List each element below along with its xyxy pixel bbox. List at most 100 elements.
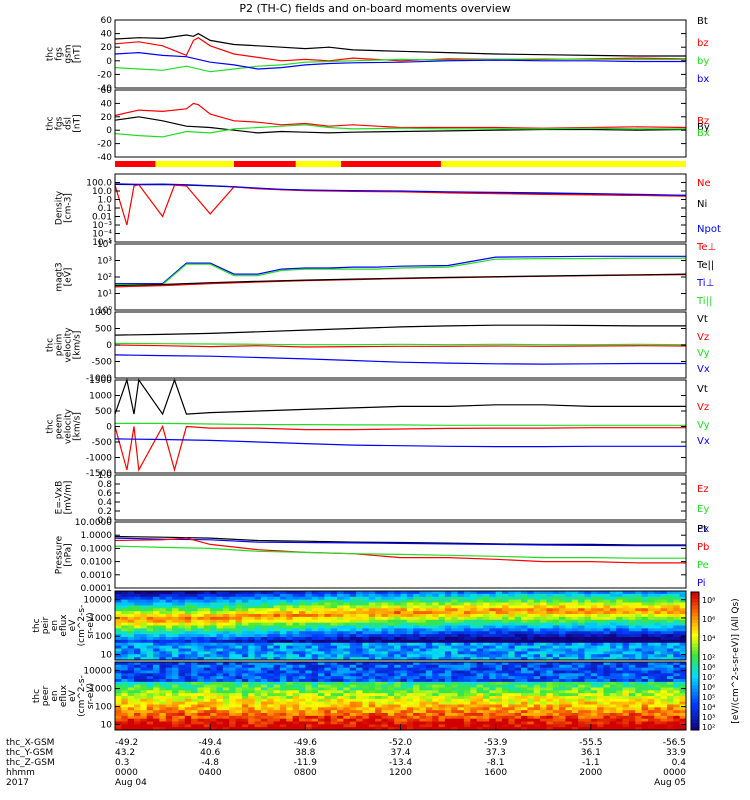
y-tick-label: 10.0: [92, 187, 112, 197]
spectrogram-cell: [489, 690, 497, 694]
spectrogram-cell: [134, 681, 141, 686]
spectrogram-cell: [178, 721, 186, 725]
spectrogram-cell: [603, 605, 611, 609]
spectrogram-cell: [330, 679, 338, 683]
spectrogram-cell: [286, 645, 294, 650]
spectrogram-cell: [267, 616, 275, 621]
spectrogram-cell: [444, 625, 452, 629]
spectrogram-cell: [191, 681, 198, 686]
spectrogram-cell: [115, 687, 122, 691]
spectrogram-cell: [248, 670, 256, 674]
spectrogram-cell: [241, 637, 249, 641]
spectrogram-cell: [470, 591, 478, 595]
spectrogram-cell: [463, 614, 471, 618]
spectrogram-cell: [165, 670, 173, 674]
spectrogram-cell: [502, 596, 509, 601]
spectrogram-cell: [571, 727, 579, 731]
spectrogram-cell: [172, 673, 179, 677]
spectrogram-cell: [463, 718, 471, 722]
spectrogram-cell: [197, 687, 205, 691]
spectrogram-cell: [324, 721, 332, 725]
spectrogram-cell: [660, 642, 668, 647]
spectrogram-cell: [609, 616, 617, 621]
spectrogram-cell: [578, 642, 585, 647]
spectrogram-cell: [508, 724, 516, 728]
spectrogram-cell: [597, 698, 605, 703]
spectrogram-cell: [267, 591, 275, 595]
y-axis-label: thc: [32, 618, 42, 632]
spectrogram-cell: [508, 605, 516, 609]
spectrogram-cell: [254, 670, 262, 674]
spectrogram-cell: [584, 718, 592, 722]
spectrogram-cell: [387, 599, 395, 604]
spectrogram-cell: [521, 704, 528, 708]
spectrogram-cell: [121, 693, 129, 697]
spectrogram-cell: [521, 707, 528, 711]
spectrogram-cell: [115, 654, 122, 658]
spectrogram-cell: [356, 704, 363, 708]
spectrogram-cell: [457, 710, 465, 714]
spectrogram-cell: [457, 713, 465, 717]
spectrogram-cell: [273, 616, 281, 621]
spectrogram-cell: [635, 631, 643, 635]
spectrogram-cell: [425, 602, 433, 606]
spectrogram-cell: [356, 642, 363, 647]
spectrogram-cell: [419, 724, 427, 728]
spectrogram-cell: [514, 698, 522, 703]
spectrogram-cell: [330, 654, 338, 658]
spectrogram-cell: [318, 662, 325, 666]
spectrogram-cell: [502, 634, 509, 638]
spectrogram-cell: [343, 701, 351, 705]
spectrogram-cell: [438, 608, 446, 612]
spectrogram-cell: [451, 664, 459, 669]
spectrogram-cell: [400, 619, 408, 624]
spectrogram-cell: [273, 622, 281, 627]
spectrogram-cell: [673, 710, 681, 714]
spectrogram-cell: [584, 670, 592, 674]
spectrogram-cell: [375, 718, 382, 722]
spectrogram-cell: [502, 625, 509, 629]
spectrogram-cell: [628, 676, 636, 680]
spectrogram-cell: [666, 698, 674, 703]
spectrogram-cell: [552, 654, 560, 658]
spectrogram-cell: [603, 684, 611, 688]
spectrogram-cell: [337, 696, 344, 700]
spectrogram-cell: [121, 622, 129, 627]
spectrogram-cell: [267, 696, 275, 700]
spectrogram-cell: [337, 707, 344, 711]
spectrogram-cell: [444, 599, 452, 604]
spectrogram-cell: [394, 664, 401, 669]
spectrogram-cell: [254, 696, 262, 700]
spectrogram-cell: [584, 721, 592, 725]
spectrogram-cell: [540, 701, 547, 705]
legend-Vy: Vy: [697, 348, 710, 359]
spectrogram-cell: [210, 707, 218, 711]
spectrogram-cell: [470, 724, 478, 728]
spectrogram-cell: [343, 693, 351, 697]
spectrogram-cell: [197, 707, 205, 711]
spectrogram-cell: [318, 710, 325, 714]
spectrogram-cell: [521, 670, 528, 674]
spectrogram-cell: [622, 721, 630, 725]
colorbar-band: [691, 719, 699, 724]
spectrogram-cell: [127, 648, 135, 652]
spectrogram-cell: [375, 701, 382, 705]
spectrogram-cell: [203, 698, 211, 703]
spectrogram-cell: [210, 593, 218, 598]
spectrogram-cell: [134, 704, 141, 708]
spectrogram-cell: [673, 724, 681, 728]
spectrogram-cell: [673, 676, 681, 680]
spectrogram-cell: [679, 673, 687, 677]
spectrogram-cell: [425, 628, 433, 632]
spectrogram-cell: [432, 698, 440, 703]
spectrogram-cell: [609, 642, 617, 647]
spectrogram-cell: [375, 605, 382, 609]
spectrogram-cell: [115, 681, 122, 686]
spectrogram-cell: [457, 639, 465, 644]
spectrogram-cell: [444, 681, 452, 686]
spectrogram-cell: [324, 634, 332, 638]
spectrogram-cell: [216, 631, 224, 635]
spectrogram-cell: [134, 637, 141, 641]
spectrogram-cell: [121, 628, 129, 632]
spectrogram-cell: [470, 634, 478, 638]
